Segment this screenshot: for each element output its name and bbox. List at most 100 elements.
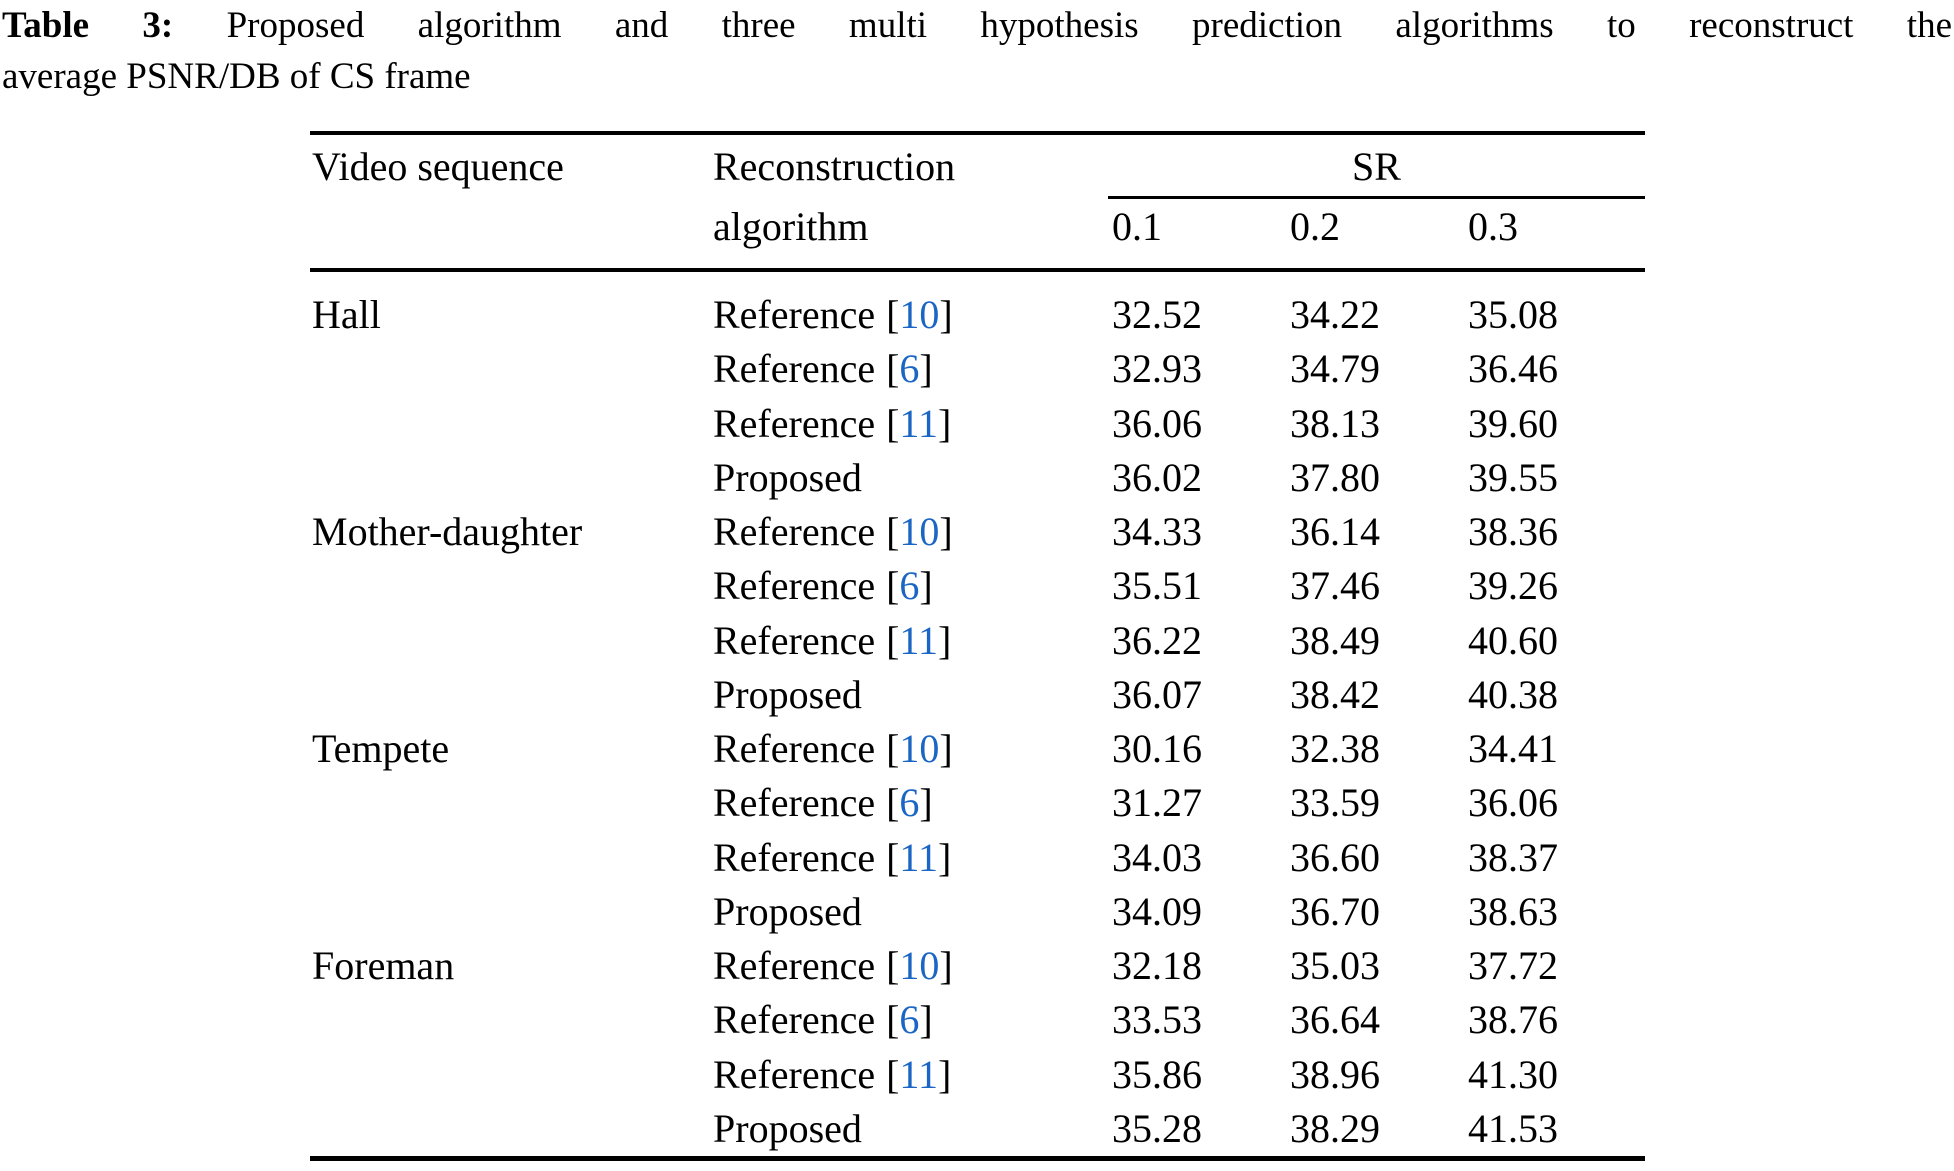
table-row: Reference [6] 33.53 36.64 38.76 [0, 993, 1954, 1047]
algorithm-cell: Reference [11] [713, 614, 951, 668]
psnr-value-cell: 30.16 [1112, 726, 1202, 771]
header-bottom-rule [310, 268, 1645, 272]
psnr-value-cell: 38.49 [1290, 617, 1380, 663]
psnr-value-cell: 36.14 [1290, 509, 1380, 554]
psnr-value-cell: 39.26 [1468, 563, 1558, 609]
psnr-value-cell: 34.41 [1468, 726, 1558, 771]
citation-bracket-open: [ [886, 617, 900, 663]
psnr-value-cell: 34.09 [1112, 888, 1202, 934]
table-row: Proposed 36.07 38.42 40.38 [0, 668, 1954, 722]
algorithm-label: Reference [713, 1051, 876, 1097]
algorithm-cell: Reference [10] [713, 722, 953, 776]
table-row: Proposed 34.09 36.70 38.63 [0, 885, 1954, 939]
citation-link[interactable]: 11 [899, 400, 938, 446]
citation-bracket-close: ] [919, 563, 933, 609]
citation-bracket-close: ] [919, 780, 933, 826]
citation-bracket-close: ] [919, 346, 933, 392]
citation-bracket-close: ] [939, 726, 953, 771]
header-reconstruction: Reconstruction [713, 144, 956, 189]
psnr-value-cell: 31.27 [1112, 780, 1202, 826]
psnr-value-cell: 38.29 [1290, 1105, 1380, 1151]
citation-link[interactable]: 10 [899, 943, 940, 988]
citation-link[interactable]: 6 [899, 563, 920, 609]
psnr-value-cell: 34.79 [1290, 346, 1380, 392]
algorithm-cell: Reference [10] [713, 288, 953, 342]
citation-link[interactable]: 11 [899, 1051, 938, 1097]
psnr-value-cell: 34.22 [1290, 292, 1380, 337]
psnr-value-cell: 39.55 [1468, 454, 1558, 500]
video-sequence-cell: Hall [312, 292, 381, 337]
psnr-value-cell: 36.06 [1112, 400, 1202, 446]
citation-link[interactable]: 10 [899, 292, 940, 337]
algorithm-label: Reference [713, 346, 876, 392]
algorithm-cell: Proposed [713, 451, 862, 505]
psnr-value-cell: 36.70 [1290, 888, 1380, 934]
video-sequence-cell: Foreman [312, 943, 455, 988]
algorithm-cell: Reference [10] [713, 505, 953, 559]
citation-link[interactable]: 6 [899, 997, 920, 1043]
table-row: Foreman Reference [10] 32.18 35.03 37.72 [0, 939, 1954, 993]
video-sequence-cell: Tempete [312, 726, 450, 771]
citation-bracket-close: ] [939, 509, 953, 554]
table-row: Reference [11] 34.03 36.60 38.37 [0, 831, 1954, 885]
header-sr-0-2: 0.2 [1290, 204, 1340, 249]
algorithm-cell: Reference [11] [713, 397, 951, 451]
psnr-value-cell: 35.08 [1468, 292, 1558, 337]
citation-bracket-open: [ [886, 346, 900, 392]
algorithm-cell: Reference [10] [713, 939, 953, 993]
table-row: Hall Reference [10] 32.52 34.22 35.08 [0, 288, 1954, 342]
citation-bracket-open: [ [886, 563, 900, 609]
table-row: Proposed 36.02 37.80 39.55 [0, 451, 1954, 505]
psnr-value-cell: 34.33 [1112, 509, 1202, 554]
psnr-value-cell: 36.06 [1468, 780, 1558, 826]
citation-link[interactable]: 6 [899, 780, 920, 826]
algorithm-cell: Proposed [713, 885, 862, 939]
algorithm-cell: Reference [6] [713, 559, 933, 613]
table-row: Reference [6] 32.93 34.79 36.46 [0, 342, 1954, 396]
header-algorithm: algorithm [713, 204, 869, 249]
psnr-value-cell: 36.07 [1112, 671, 1202, 717]
algorithm-cell: Reference [6] [713, 776, 933, 830]
psnr-value-cell: 40.60 [1468, 617, 1558, 663]
algorithm-cell: Reference [6] [713, 993, 933, 1047]
psnr-value-cell: 35.86 [1112, 1051, 1202, 1097]
algorithm-label: Reference [713, 617, 876, 663]
citation-link[interactable]: 10 [899, 509, 940, 554]
table-caption-text: Proposed algorithm and three multi hypot… [226, 5, 1953, 46]
algorithm-cell: Proposed [713, 1102, 862, 1156]
algorithm-label: Proposed [713, 454, 862, 500]
algorithm-label: Reference [713, 563, 876, 609]
citation-bracket-open: [ [886, 780, 900, 826]
algorithm-label: Reference [713, 726, 876, 771]
psnr-value-cell: 32.93 [1112, 346, 1202, 392]
algorithm-label: Reference [713, 997, 876, 1043]
algorithm-label: Reference [713, 943, 876, 988]
psnr-value-cell: 38.42 [1290, 671, 1380, 717]
citation-bracket-close: ] [937, 400, 952, 446]
citation-bracket-close: ] [939, 292, 953, 337]
algorithm-label: Reference [713, 292, 876, 337]
sr-sub-rule [1108, 196, 1645, 199]
header-sr: SR [1352, 144, 1401, 189]
citation-bracket-open: [ [886, 834, 900, 880]
citation-link[interactable]: 11 [899, 617, 938, 663]
psnr-value-cell: 38.63 [1468, 888, 1558, 934]
citation-link[interactable]: 6 [899, 346, 920, 392]
citation-link[interactable]: 10 [899, 726, 940, 771]
psnr-value-cell: 39.60 [1468, 400, 1558, 446]
citation-bracket-close: ] [939, 943, 953, 988]
table-caption-line2: average PSNR/DB of CS frame [2, 56, 471, 97]
algorithm-label: Proposed [713, 888, 862, 934]
psnr-value-cell: 36.64 [1290, 997, 1380, 1043]
algorithm-label: Reference [713, 780, 876, 826]
psnr-value-cell: 33.53 [1112, 997, 1202, 1043]
table-top-rule [310, 131, 1645, 135]
citation-bracket-open: [ [886, 726, 900, 771]
citation-bracket-open: [ [886, 943, 900, 988]
psnr-value-cell: 35.03 [1290, 943, 1380, 988]
psnr-value-cell: 41.53 [1468, 1105, 1558, 1151]
citation-bracket-close: ] [937, 1051, 952, 1097]
psnr-value-cell: 37.46 [1290, 563, 1380, 609]
citation-link[interactable]: 11 [899, 834, 938, 880]
table-caption: Table 3: Proposed algorithm and three mu… [2, 0, 1952, 102]
